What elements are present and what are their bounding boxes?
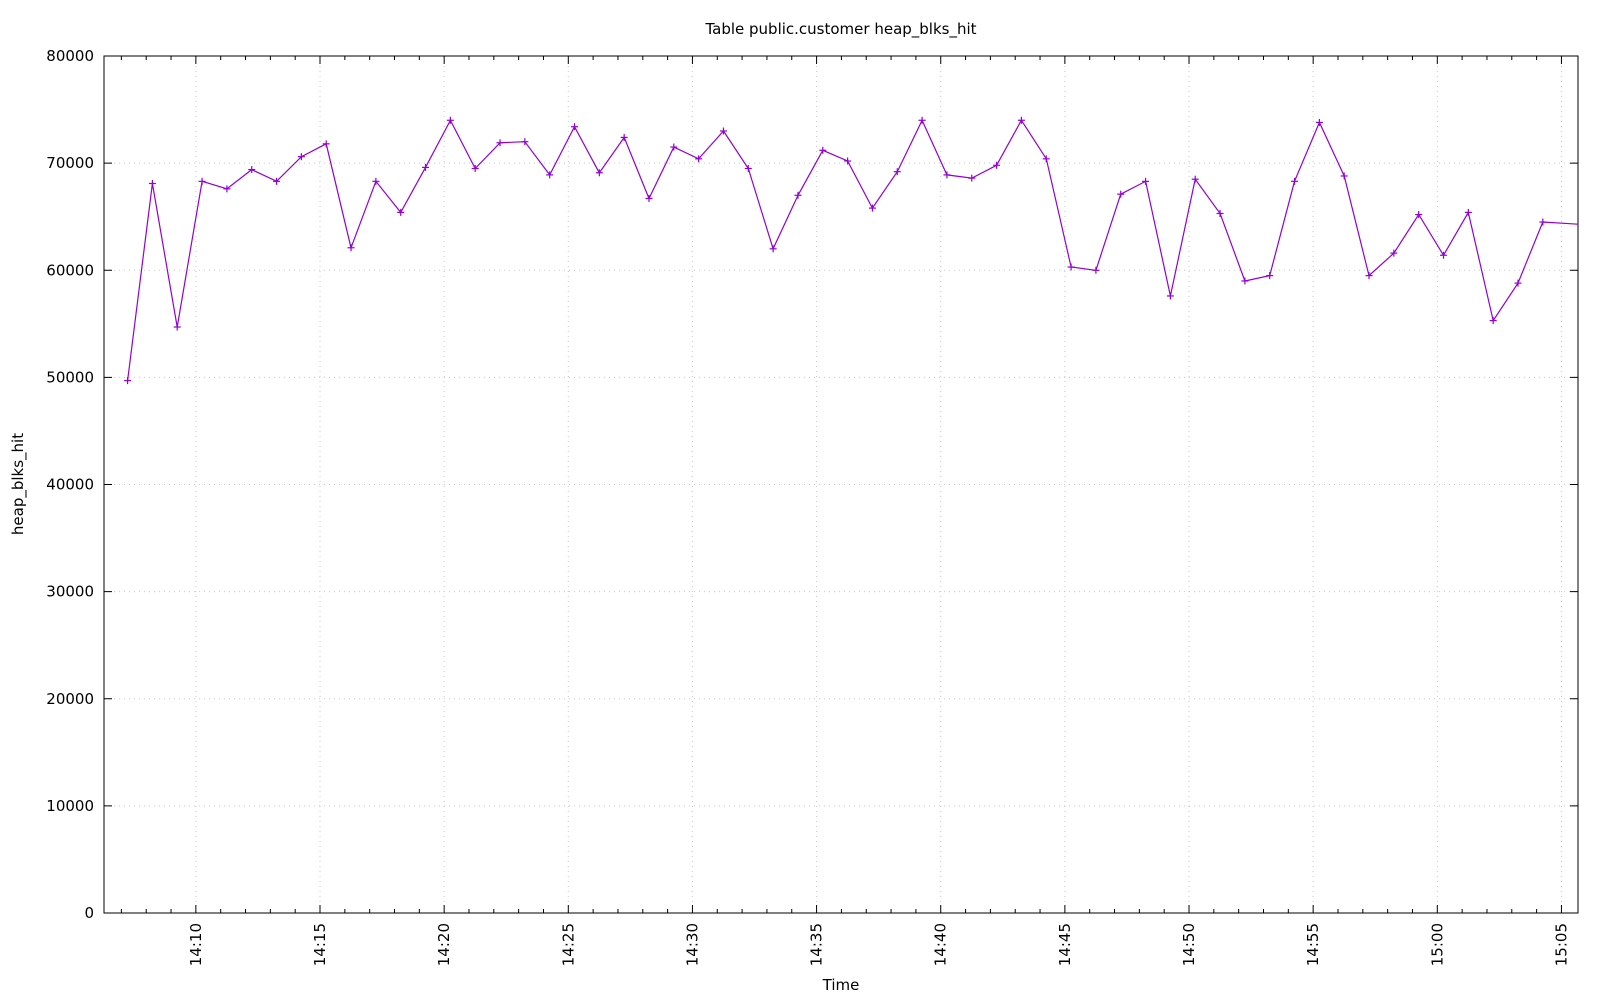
data-point (1166, 292, 1174, 300)
data-point (645, 194, 653, 202)
data-point (620, 133, 628, 141)
data-point (918, 116, 926, 124)
data-point (1216, 209, 1224, 217)
data-point (297, 153, 305, 161)
tick-layer (104, 55, 1578, 914)
data-point (1017, 116, 1025, 124)
x-tick-label: 14:15 (311, 923, 329, 966)
data-point (1117, 190, 1125, 198)
x-tick-labels: 14:10 14:15 14:20 14:25 14:30 14:35 14:40 14:45… (187, 923, 1571, 966)
data-point (1092, 266, 1100, 274)
data-point (893, 168, 901, 176)
data-point (1266, 272, 1274, 280)
data-point (1291, 177, 1299, 185)
x-tick-label: 14:25 (559, 923, 577, 966)
y-tick-label: 80000 (46, 47, 94, 65)
y-tick-label: 70000 (46, 154, 94, 172)
data-point (198, 177, 206, 185)
y-tick-label: 50000 (46, 368, 94, 386)
x-tick-label: 14:35 (808, 923, 826, 966)
x-axis-label: Time (822, 976, 860, 994)
data-point (1489, 317, 1497, 325)
y-tick-label: 60000 (46, 261, 94, 279)
data-point (1142, 177, 1150, 185)
data-point (819, 146, 827, 154)
data-point (273, 177, 281, 185)
data-point (868, 204, 876, 212)
data-point (1390, 249, 1398, 257)
data-point (719, 127, 727, 135)
x-tick-label: 14:10 (187, 923, 205, 966)
x-tick-label: 15:00 (1428, 923, 1446, 966)
y-tick-label: 20000 (46, 690, 94, 708)
data-point (1191, 175, 1199, 183)
data-point (1514, 279, 1522, 287)
x-tick-label: 14:45 (1056, 923, 1074, 966)
data-point (1315, 118, 1323, 126)
y-tick-label: 0 (84, 904, 94, 922)
data-point (1464, 208, 1472, 216)
data-point (744, 164, 752, 172)
data-point (794, 191, 802, 199)
data-point (571, 123, 579, 131)
data-point (397, 208, 405, 216)
y-tick-label: 30000 (46, 583, 94, 601)
series-line (127, 118, 1579, 381)
x-tick-label: 14:20 (435, 923, 453, 966)
data-point (1365, 272, 1373, 280)
grid-layer (104, 56, 1578, 913)
y-tick-label: 40000 (46, 476, 94, 494)
plot-frame (103, 55, 1579, 914)
data-point (173, 323, 181, 331)
data-point (1042, 155, 1050, 163)
data-point (1415, 211, 1423, 219)
data-point (769, 245, 777, 253)
data-point (248, 166, 256, 174)
data-point (1539, 218, 1547, 226)
data-point (1440, 251, 1448, 259)
y-tick-labels: 0 10000 20000 30000 40000 50000 60000 70000 8000… (46, 47, 94, 922)
data-point (372, 177, 380, 185)
data-point (844, 157, 852, 165)
data-point (943, 171, 951, 179)
data-point (546, 171, 554, 179)
x-tick-label: 14:55 (1304, 923, 1322, 966)
data-point (124, 377, 132, 385)
data-point (521, 138, 529, 146)
data-point (322, 140, 330, 148)
series-layer (124, 116, 1579, 385)
x-tick-label: 14:50 (1180, 923, 1198, 966)
data-point (446, 116, 454, 124)
data-point (422, 163, 430, 171)
data-point (496, 139, 504, 147)
data-point (595, 169, 603, 177)
y-axis-label: heap_blks_hit (9, 433, 28, 535)
x-tick-label: 14:30 (683, 923, 701, 966)
chart-title: Table public.customer heap_blks_hit (704, 20, 976, 39)
data-point (223, 185, 231, 193)
data-point (148, 179, 156, 187)
data-point (695, 155, 703, 163)
x-tick-label: 15:05 (1552, 923, 1570, 966)
data-point (347, 244, 355, 252)
data-point (1241, 277, 1249, 285)
data-point (993, 161, 1001, 169)
data-point (471, 164, 479, 172)
y-tick-label: 10000 (46, 797, 94, 815)
data-point (1067, 263, 1075, 271)
data-point (670, 143, 678, 151)
x-tick-label: 14:40 (932, 923, 950, 966)
data-point (1340, 172, 1348, 180)
data-point (968, 174, 976, 182)
